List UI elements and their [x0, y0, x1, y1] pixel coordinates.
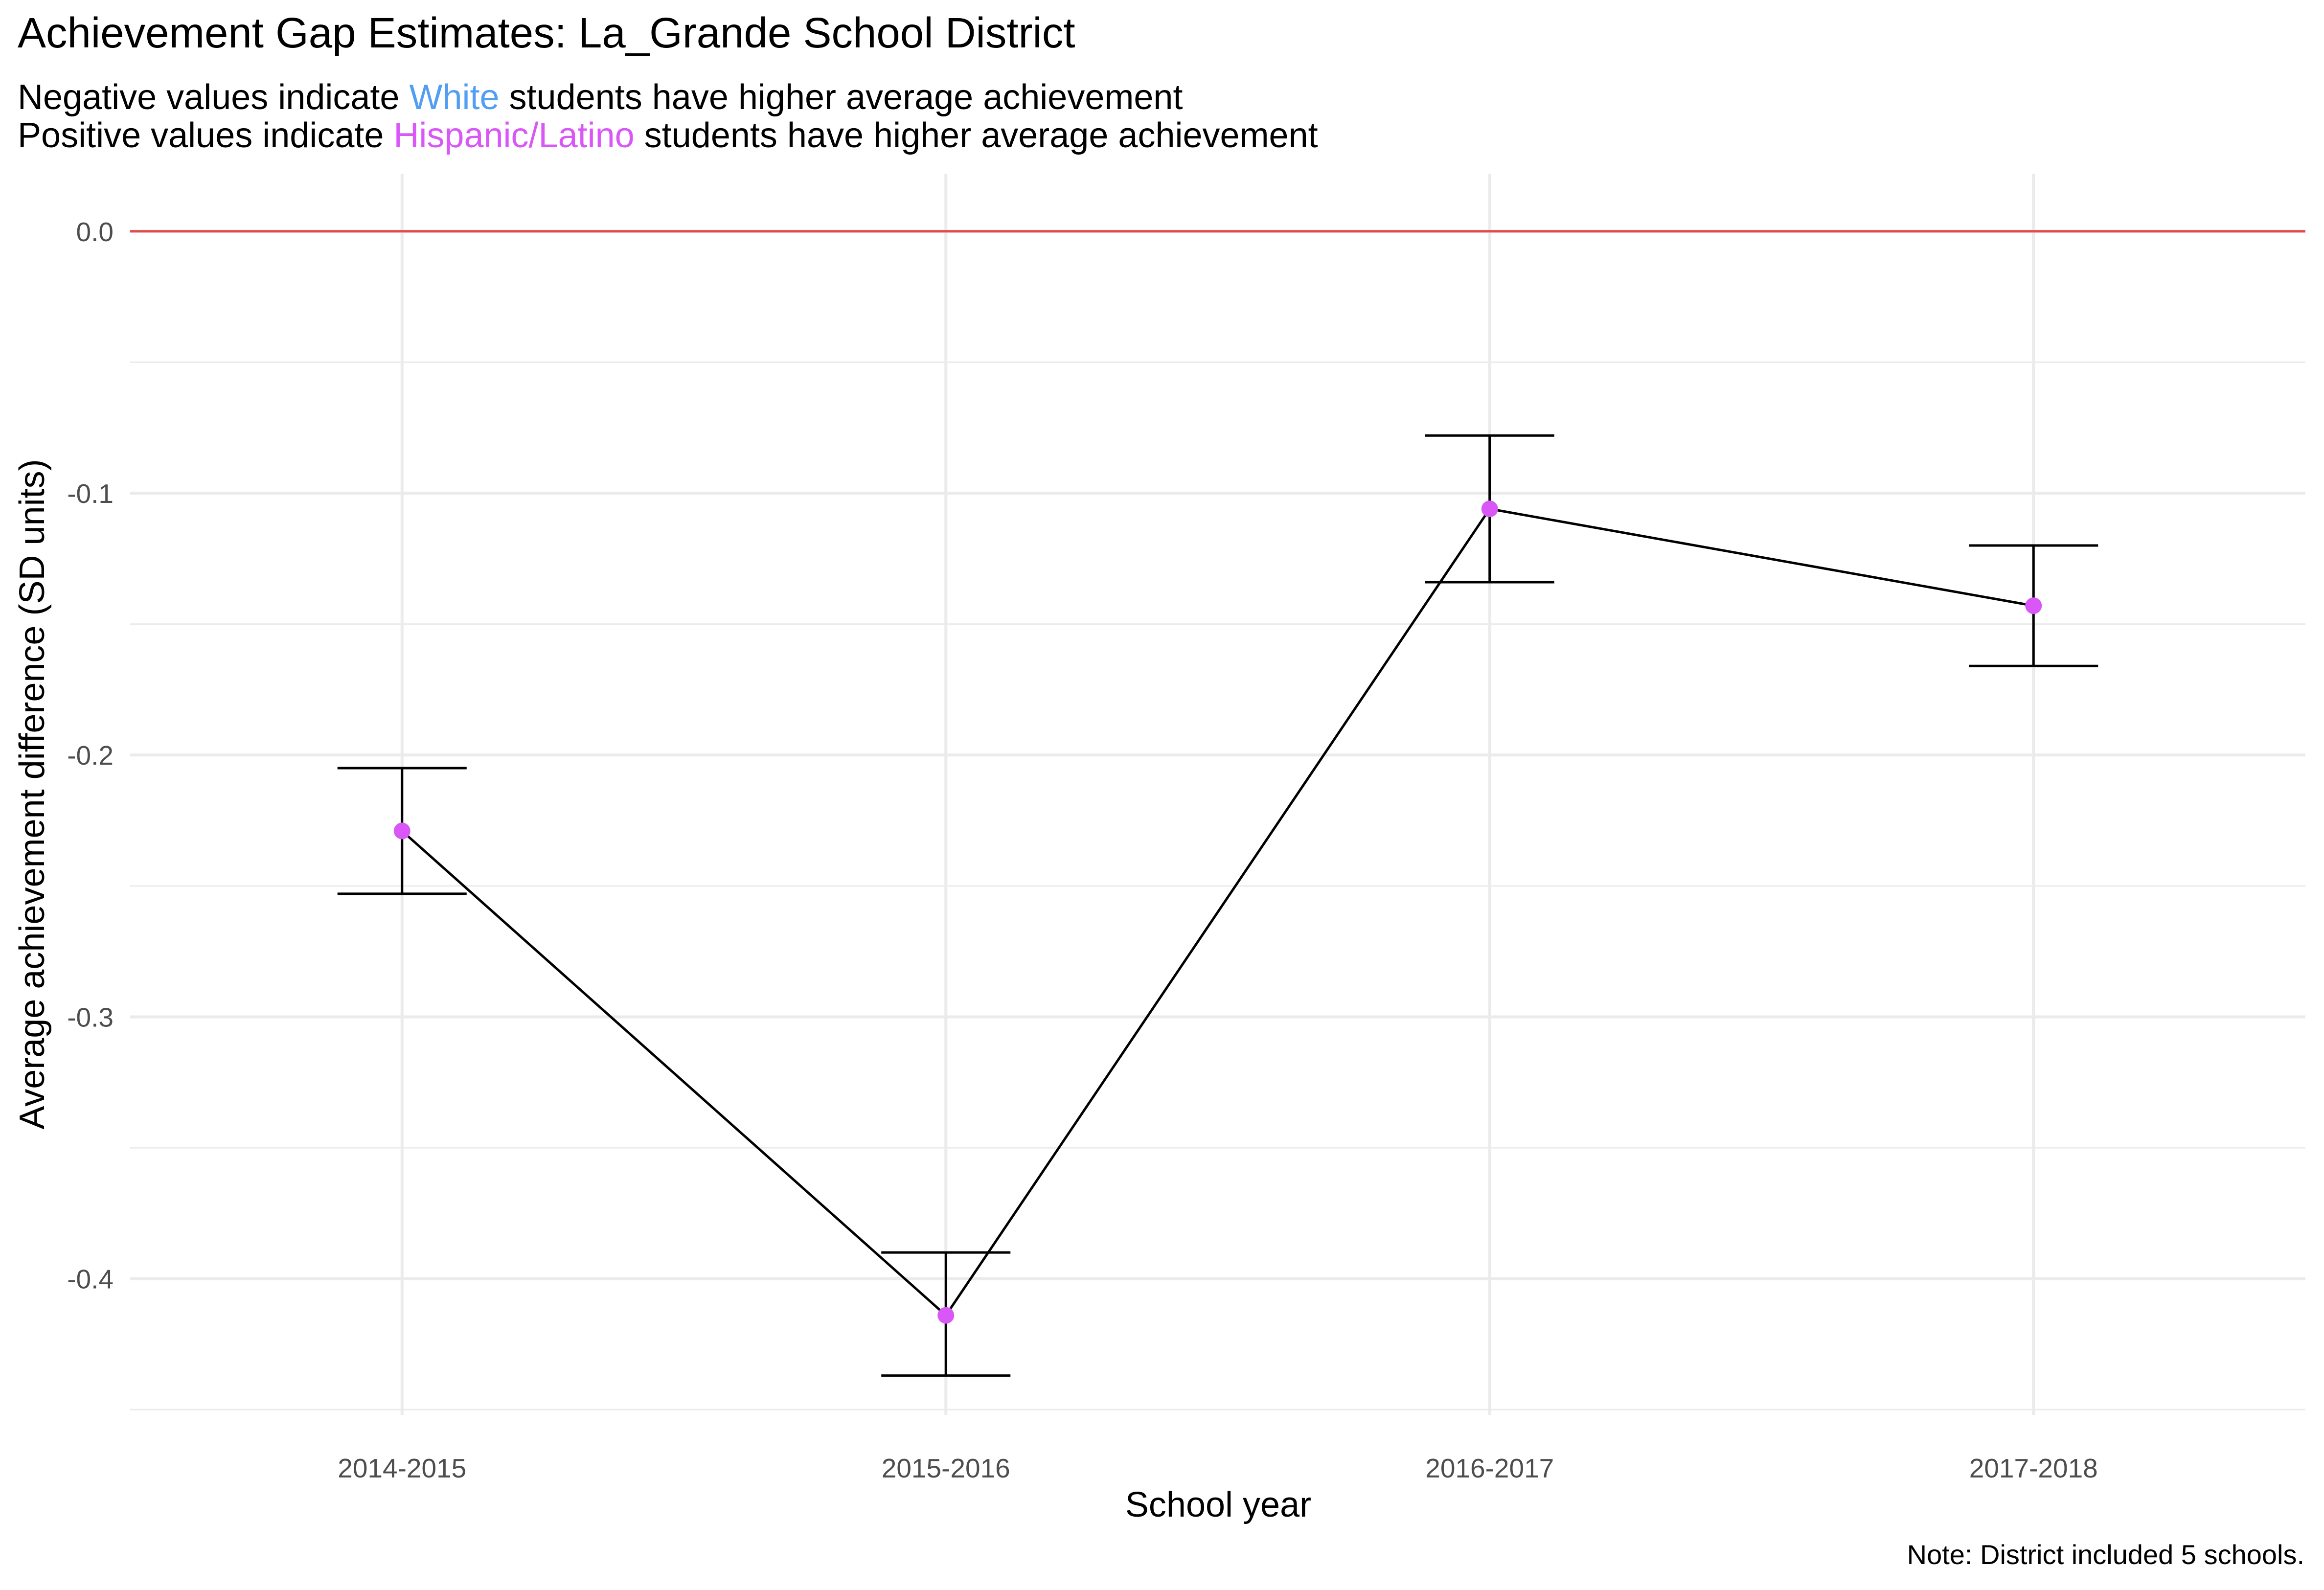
- y-tick-label: -0.2: [67, 740, 114, 771]
- subtitle-1-after: students have higher average achievement: [509, 78, 1183, 117]
- subtitle-hispanic-word: Hispanic/Latino: [393, 116, 635, 155]
- y-tick-label: -0.1: [67, 478, 114, 509]
- chart-caption: Note: District included 5 schools.: [1907, 1539, 2304, 1570]
- data-point: [937, 1307, 955, 1324]
- x-tick-label: 2015-2016: [882, 1453, 1010, 1483]
- subtitle-2-after: students have higher average achievement: [644, 116, 1318, 155]
- series-line: [401, 507, 2034, 1317]
- y-tick-label: -0.3: [67, 1002, 114, 1032]
- subtitle-1-before: Negative values indicate: [18, 78, 400, 117]
- x-tick-label: 2016-2017: [1425, 1453, 1554, 1483]
- x-tick-label: 2014-2015: [338, 1453, 466, 1483]
- data-point: [2025, 597, 2042, 614]
- y-tick-label: -0.4: [67, 1264, 114, 1295]
- y-tick-label: 0.0: [76, 217, 114, 247]
- data-point: [393, 822, 410, 840]
- y-axis-title: Average achievement difference (SD units…: [13, 459, 52, 1129]
- subtitle-2-before: Positive values indicate: [18, 116, 384, 155]
- x-axis-title: School year: [1125, 1485, 1311, 1524]
- x-tick-label: 2017-2018: [1969, 1453, 2098, 1483]
- subtitle-white-word: White: [409, 78, 500, 117]
- subtitle-line-1: Negative values indicate White students …: [18, 77, 1183, 117]
- data-point: [1481, 500, 1498, 518]
- subtitle-line-2: Positive values indicate Hispanic/Latino…: [18, 115, 1318, 156]
- chart-title: Achievement Gap Estimates: La_Grande Sch…: [18, 9, 1075, 57]
